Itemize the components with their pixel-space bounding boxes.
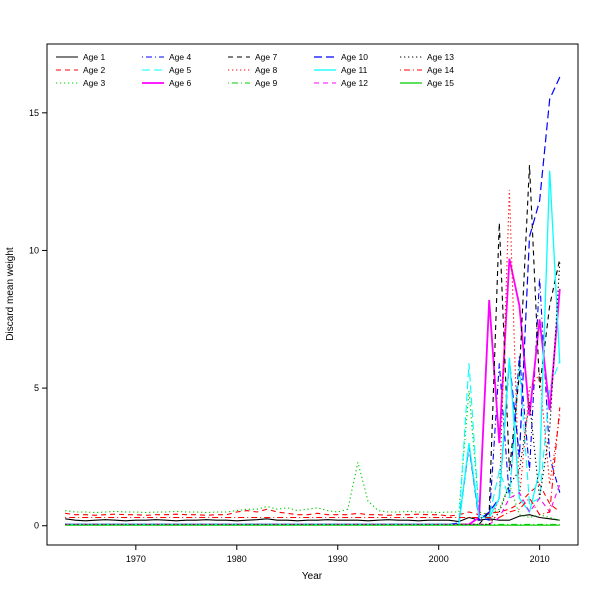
x-axis-label: Year	[302, 571, 323, 582]
legend-label: Age 10	[341, 52, 368, 62]
x-tick-label: 1970	[126, 554, 146, 564]
legend-label: Age 15	[427, 78, 454, 88]
legend-label: Age 12	[341, 78, 368, 88]
legend-label: Age 7	[255, 52, 277, 62]
series-line-age-14	[65, 407, 561, 519]
legend-item-age-5: Age 5	[142, 65, 191, 75]
legend-item-age-1: Age 1	[56, 52, 105, 62]
x-tick-label: 1990	[328, 554, 348, 564]
y-tick-label: 15	[29, 108, 39, 118]
series-line-age-13	[65, 261, 561, 525]
legend-label: Age 11	[341, 65, 368, 75]
x-axis-ticks: 1970 1980 1990 2000 2010	[126, 545, 550, 564]
legend-item-age-10: Age 10	[314, 52, 368, 62]
legend-item-age-13: Age 13	[400, 52, 454, 62]
legend-item-age-9: Age 9	[228, 78, 277, 88]
legend-item-age-4: Age 4	[142, 52, 191, 62]
legend-item-age-3: Age 3	[56, 78, 105, 88]
y-tick-label: 5	[34, 383, 39, 393]
series-line-age-3	[65, 390, 560, 521]
legend-label: Age 3	[83, 78, 105, 88]
legend-label: Age 6	[169, 78, 191, 88]
series-lines	[65, 76, 561, 526]
legend-label: Age 8	[255, 65, 277, 75]
legend-label: Age 9	[255, 78, 277, 88]
legend-item-age-14: Age 14	[400, 65, 454, 75]
legend-item-age-7: Age 7	[228, 52, 277, 62]
series-line-age-12	[65, 484, 561, 525]
y-axis-label: Discard mean weight	[5, 247, 16, 341]
legend-item-age-12: Age 12	[314, 78, 368, 88]
legend-label: Age 13	[427, 52, 454, 62]
x-tick-label: 2010	[530, 554, 550, 564]
legend-item-age-6: Age 6	[142, 78, 191, 88]
x-tick-label: 1980	[227, 554, 247, 564]
legend-label: Age 1	[83, 52, 105, 62]
legend-item-age-15: Age 15	[400, 78, 454, 88]
legend-label: Age 5	[169, 65, 191, 75]
y-tick-label: 10	[29, 245, 39, 255]
legend-item-age-8: Age 8	[228, 65, 277, 75]
x-tick-label: 2000	[429, 554, 449, 564]
legend-label: Age 2	[83, 65, 105, 75]
legend-label: Age 14	[427, 65, 454, 75]
series-line-age-2	[65, 483, 561, 517]
y-tick-label: 0	[34, 521, 39, 531]
y-axis-ticks: 0 5 10 15	[29, 108, 47, 531]
legend-label: Age 4	[169, 52, 191, 62]
legend-item-age-2: Age 2	[56, 65, 105, 75]
legend-item-age-11: Age 11	[314, 65, 368, 75]
plot-border	[46, 43, 579, 546]
legend: Age 1 Age 2 Age 3 Age 4 Age 5 Age 6 Age 7 Age 8…	[56, 52, 454, 88]
series-line-age-1	[65, 514, 560, 523]
